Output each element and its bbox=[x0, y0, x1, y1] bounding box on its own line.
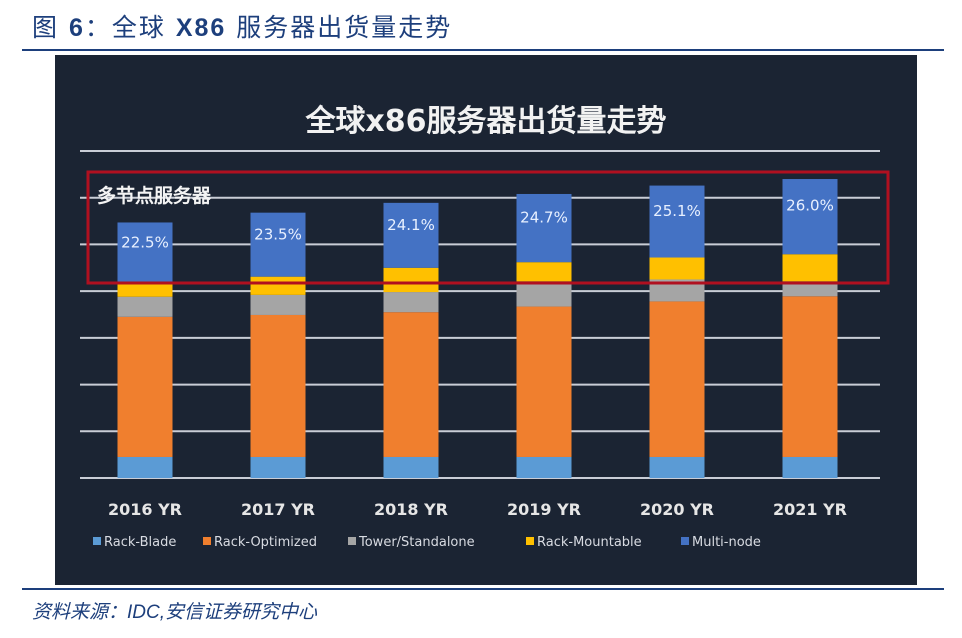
bar-rack-mountable-2 bbox=[383, 267, 439, 293]
bar-rack-optimized-1 bbox=[250, 314, 306, 457]
bar-tower-standalone-4 bbox=[649, 279, 705, 302]
chart: 全球x86服务器出货量走势 多节点服务器 22.5% 23.5% 24.1% 24.7… bbox=[80, 104, 890, 550]
legend-swatch bbox=[93, 537, 101, 545]
source-rest: 安信证券研究中心 bbox=[165, 601, 318, 623]
bar-rack-mountable-0 bbox=[117, 281, 173, 297]
bar-multi-node-3 bbox=[516, 193, 572, 263]
bar-rack-blade-5 bbox=[782, 456, 838, 478]
bar-rack-mountable-3 bbox=[516, 262, 572, 282]
bar-rack-optimized-4 bbox=[649, 301, 705, 457]
chart-title: 全球x86服务器出货量走势 bbox=[304, 104, 666, 139]
data-label: 22.5% bbox=[121, 233, 169, 251]
bar-multi-node-1 bbox=[250, 212, 306, 277]
figure-label: 图 bbox=[32, 13, 69, 42]
bar-rack-blade-1 bbox=[250, 456, 306, 478]
bar-multi-node-5 bbox=[782, 179, 838, 255]
x-tick-label: 2017 YR bbox=[241, 500, 315, 519]
bar-rack-mountable-4 bbox=[649, 257, 705, 280]
x-tick-label: 2019 YR bbox=[507, 500, 581, 519]
x-tick-label: 2021 YR bbox=[773, 500, 847, 519]
x-tick-label: 2020 YR bbox=[640, 500, 714, 519]
bar-rack-optimized-0 bbox=[117, 316, 173, 457]
bar-rack-optimized-2 bbox=[383, 312, 439, 457]
bar-rack-optimized-5 bbox=[782, 296, 838, 457]
figure-title: 图 6：全球 X86 服务器出货量走势 bbox=[32, 8, 452, 44]
bar-multi-node-2 bbox=[383, 202, 439, 268]
chart-panel: 全球x86服务器出货量走势 多节点服务器 22.5% 23.5% 24.1% 24.7… bbox=[55, 55, 917, 585]
legend-label: Multi-node bbox=[692, 535, 761, 550]
figure-title-rest: 服务器出货量走势 bbox=[226, 13, 453, 42]
data-label: 25.1% bbox=[653, 202, 701, 220]
data-label: 26.0% bbox=[786, 197, 834, 215]
bar-tower-standalone-0 bbox=[117, 296, 173, 317]
legend-label: Rack-Mountable bbox=[537, 535, 642, 550]
bar-rack-blade-2 bbox=[383, 456, 439, 478]
bar-multi-node-4 bbox=[649, 185, 705, 258]
source-note: 资料来源：IDC,安信证券研究中心 bbox=[32, 597, 317, 624]
bar-rack-mountable-5 bbox=[782, 254, 838, 282]
bar-tower-standalone-3 bbox=[516, 281, 572, 307]
data-label: 23.5% bbox=[254, 226, 302, 244]
source-prefix: 资料来源： bbox=[32, 601, 128, 623]
data-label: 24.7% bbox=[520, 209, 568, 227]
bar-rack-mountable-1 bbox=[250, 276, 306, 295]
x-tick-label: 2018 YR bbox=[374, 500, 448, 519]
bar-rack-blade-4 bbox=[649, 456, 705, 478]
legend-label: Tower/Standalone bbox=[358, 535, 475, 550]
data-label: 24.1% bbox=[387, 216, 435, 234]
bar-rack-blade-3 bbox=[516, 456, 572, 478]
bar-rack-optimized-3 bbox=[516, 306, 572, 457]
bar-tower-standalone-2 bbox=[383, 292, 439, 313]
x-tick-label: 2016 YR bbox=[108, 500, 182, 519]
source-latin: IDC, bbox=[127, 602, 166, 623]
bar-rack-blade-0 bbox=[117, 456, 173, 478]
annotation-box bbox=[86, 170, 890, 285]
bar-multi-node-0 bbox=[117, 222, 173, 282]
figure-title-part: ：全球 bbox=[84, 13, 176, 42]
legend-swatch bbox=[681, 537, 689, 545]
top-divider bbox=[22, 49, 944, 51]
bottom-divider bbox=[22, 588, 944, 590]
bar-tower-standalone-5 bbox=[782, 281, 838, 297]
bar-tower-standalone-1 bbox=[250, 294, 306, 315]
legend-swatch bbox=[348, 537, 356, 545]
legend-swatch bbox=[203, 537, 211, 545]
figure-title-bold: X86 bbox=[175, 14, 227, 42]
legend-swatch bbox=[526, 537, 534, 545]
legend-label: Rack-Blade bbox=[104, 535, 176, 550]
legend-label: Rack-Optimized bbox=[214, 535, 317, 550]
annotation-box-label: 多节点服务器 bbox=[97, 184, 212, 207]
figure-number: 6 bbox=[68, 14, 85, 42]
